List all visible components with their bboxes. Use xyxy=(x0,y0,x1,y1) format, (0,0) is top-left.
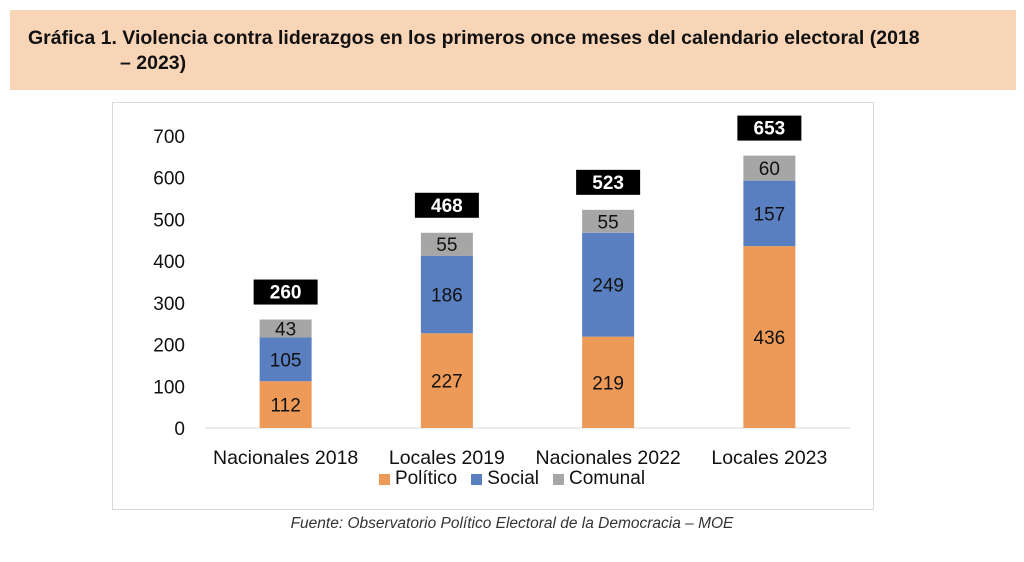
data-label: 55 xyxy=(598,212,619,233)
bar-social xyxy=(420,255,473,334)
bar-político xyxy=(420,333,473,428)
data-label: 43 xyxy=(275,320,296,341)
bar-social xyxy=(582,232,635,337)
y-tick-label: 300 xyxy=(153,294,185,315)
legend-label: Comunal xyxy=(569,468,646,489)
y-tick-label: 600 xyxy=(153,169,185,190)
data-label: 249 xyxy=(592,276,624,297)
chart-title-line1: Gráfica 1. Violencia contra liderazgos e… xyxy=(28,27,920,49)
data-label: 186 xyxy=(431,286,463,307)
total-badge xyxy=(414,192,479,218)
total-label: 523 xyxy=(592,173,624,194)
bar-social xyxy=(259,337,312,382)
legend-label: Social xyxy=(487,468,539,489)
legend: Político Social Comunal xyxy=(0,468,1024,491)
x-tick-label: Nacionales 2018 xyxy=(213,447,358,469)
data-label: 436 xyxy=(754,328,786,349)
bar-comunal xyxy=(259,319,312,338)
x-tick-label: Locales 2023 xyxy=(711,447,827,469)
data-label: 55 xyxy=(436,235,457,256)
data-label: 219 xyxy=(592,373,624,394)
y-tick-label: 700 xyxy=(153,127,185,148)
legend-swatch xyxy=(471,473,483,485)
y-tick-label: 500 xyxy=(153,210,185,231)
total-badge xyxy=(737,115,802,141)
legend-item: Político xyxy=(378,468,458,490)
y-tick-label: 100 xyxy=(153,377,185,398)
legend-item: Comunal xyxy=(553,468,645,490)
total-label: 260 xyxy=(270,283,302,304)
total-badge xyxy=(576,169,641,195)
source-note: Fuente: Observatorio Político Electoral … xyxy=(290,515,734,532)
bar-comunal xyxy=(743,155,796,181)
data-label: 112 xyxy=(270,396,300,417)
chart-title: Gráfica 1. Violencia contra liderazgos e… xyxy=(28,26,1004,76)
y-tick-label: 200 xyxy=(153,336,185,357)
bar-comunal xyxy=(420,232,473,256)
legend-swatch xyxy=(378,473,390,485)
legend-swatch xyxy=(553,473,564,485)
y-tick-label: 0 xyxy=(174,419,185,440)
total-label: 653 xyxy=(754,119,786,140)
bar-político xyxy=(259,381,312,428)
bar-político xyxy=(582,336,635,428)
title-banner: Gráfica 1. Violencia contra liderazgos e… xyxy=(10,10,1016,90)
bar-social xyxy=(743,180,796,247)
data-label: 157 xyxy=(754,204,786,225)
data-label: 105 xyxy=(270,350,302,371)
chart-title-line2: – 2023) xyxy=(120,52,187,74)
total-label: 468 xyxy=(431,196,463,217)
x-tick-label: Nacionales 2022 xyxy=(535,447,680,469)
bar-comunal xyxy=(582,209,635,233)
data-label: 227 xyxy=(431,372,463,393)
legend-label: Político xyxy=(394,468,458,489)
y-tick-label: 400 xyxy=(153,252,185,273)
data-label: 60 xyxy=(759,159,780,180)
legend-item: Social xyxy=(471,468,539,490)
total-badge xyxy=(253,279,318,305)
x-tick-label: Locales 2019 xyxy=(389,447,505,469)
bar-político xyxy=(743,246,796,428)
